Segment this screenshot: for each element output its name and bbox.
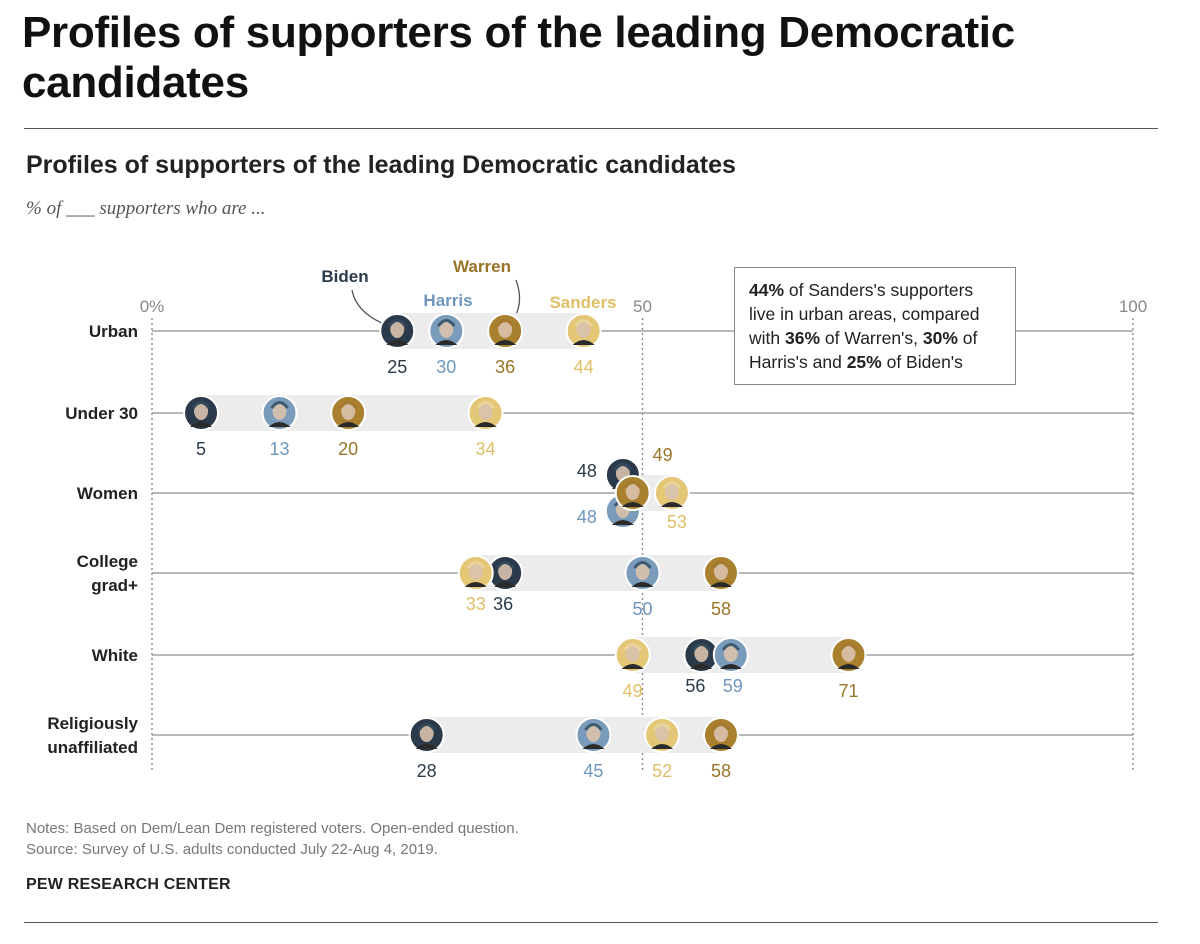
value-label-warren-5: 58 (711, 761, 731, 781)
value-label-biden-0: 25 (387, 357, 407, 377)
notes-block: Notes: Based on Dem/Lean Dem registered … (26, 818, 519, 860)
legend-leader-warren (513, 279, 521, 319)
value-label-warren-3: 58 (711, 599, 731, 619)
value-label-biden-3: 36 (493, 594, 513, 614)
dot-warren-3 (702, 555, 739, 591)
category-label-2-0: Women (77, 484, 138, 503)
value-label-harris-0: 30 (436, 357, 456, 377)
tick-label-100: 100 (1119, 297, 1147, 316)
value-label-sanders-4: 49 (623, 681, 643, 701)
dot-harris-4 (712, 637, 749, 673)
category-label-5-0: Religiously (47, 714, 138, 733)
value-label-harris-1: 13 (270, 439, 290, 459)
callout-text-3: of Harris's and (749, 328, 978, 372)
category-label-3-1: grad+ (91, 576, 138, 595)
value-label-warren-2: 49 (653, 445, 673, 465)
value-label-sanders-2: 53 (667, 512, 687, 532)
legend-biden: Biden (321, 267, 368, 286)
value-label-sanders-3: 33 (466, 594, 486, 614)
dot-warren-5 (702, 717, 739, 753)
callout-text-2: of Warren's, (820, 328, 923, 348)
brand-logo-text: PEW RESEARCH CENTER (26, 876, 231, 893)
category-label-4-0: White (92, 646, 138, 665)
tick-label-0: 0% (140, 297, 165, 316)
value-label-harris-2: 48 (577, 507, 597, 527)
bottom-divider (24, 922, 1158, 923)
legend-harris: Harris (423, 291, 472, 310)
dot-biden-1 (183, 395, 220, 431)
dot-sanders-4 (614, 637, 651, 673)
category-label-3-0: College (77, 552, 138, 571)
dot-harris-5 (575, 717, 612, 753)
dot-biden-0 (379, 313, 416, 349)
dot-sanders-0 (565, 313, 602, 349)
callout-text-1: of Sanders's supporters live in urban ar… (749, 280, 980, 348)
callout-annotation: 44% of Sanders's supporters live in urba… (734, 267, 1016, 385)
value-label-biden-2: 48 (577, 461, 597, 481)
source-text: Source: Survey of U.S. adults conducted … (26, 841, 438, 858)
dot-sanders-5 (644, 717, 681, 753)
callout-pct-sanders: 44% (749, 280, 785, 300)
value-label-biden-1: 5 (196, 439, 206, 459)
callout-pct-harris: 30% (922, 328, 958, 348)
callout-pct-biden: 25% (846, 352, 882, 372)
top-divider (24, 128, 1158, 129)
value-label-biden-5: 28 (417, 761, 437, 781)
dot-warren-4 (830, 637, 867, 673)
dot-sanders-3 (457, 555, 494, 591)
dot-biden-4 (683, 637, 720, 673)
notes-text: Notes: Based on Dem/Lean Dem registered … (26, 820, 519, 837)
category-label-0-0: Urban (89, 322, 138, 341)
tick-label-50: 50 (633, 297, 652, 316)
value-label-sanders-1: 34 (476, 439, 496, 459)
chart-subtitle: % of ___ supporters who are ... (26, 198, 266, 219)
chart-title: Profiles of supporters of the leading De… (26, 151, 736, 179)
dot-warren-0 (487, 313, 524, 349)
dot-harris-1 (261, 395, 298, 431)
value-label-sanders-0: 44 (574, 357, 594, 377)
dot-harris-3 (624, 555, 661, 591)
dot-warren-2 (614, 475, 651, 511)
dot-biden-5 (408, 717, 445, 753)
callout-pct-warren: 36% (784, 328, 821, 348)
value-label-harris-3: 50 (632, 599, 652, 619)
value-label-biden-4: 56 (685, 676, 705, 696)
legend-sanders: Sanders (549, 293, 616, 312)
dot-harris-0 (428, 313, 465, 349)
page-title: Profiles of supporters of the leading De… (22, 8, 1015, 107)
value-label-sanders-5: 52 (652, 761, 672, 781)
dot-sanders-2 (653, 475, 690, 511)
dot-sanders-1 (467, 395, 504, 431)
category-label-5-1: unaffiliated (47, 738, 138, 757)
category-label-1-0: Under 30 (65, 404, 138, 423)
legend-warren: Warren (453, 257, 511, 276)
dot-warren-1 (330, 395, 367, 431)
callout-text-4: of Biden's (881, 352, 963, 372)
value-label-warren-1: 20 (338, 439, 358, 459)
value-label-warren-0: 36 (495, 357, 515, 377)
value-label-harris-5: 45 (583, 761, 603, 781)
value-label-warren-4: 71 (838, 681, 858, 701)
value-label-harris-4: 59 (723, 676, 743, 696)
dot-biden-3 (487, 555, 524, 591)
legend-leader-biden (351, 289, 385, 325)
